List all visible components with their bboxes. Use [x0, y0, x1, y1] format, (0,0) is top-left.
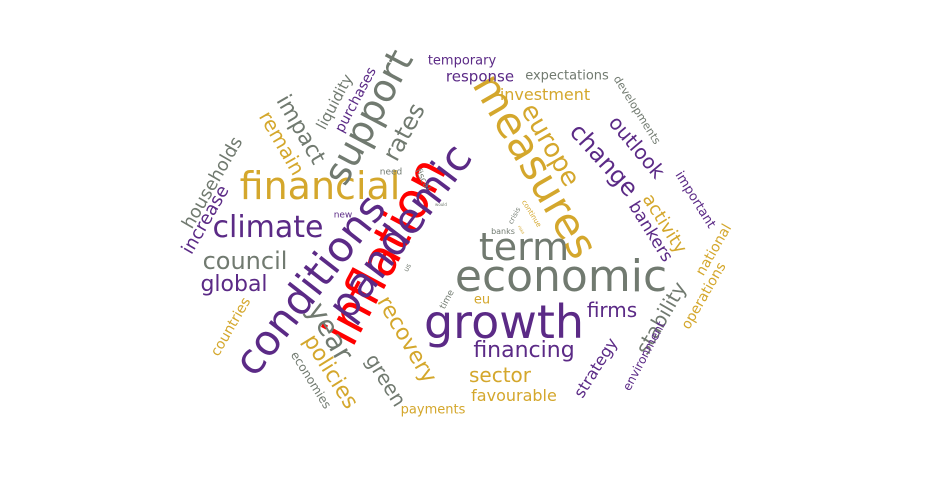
- word-climate: climate: [212, 210, 324, 245]
- word-expectations: expectations: [525, 68, 609, 84]
- word-financial: financial: [239, 164, 401, 208]
- word-sector: sector: [468, 363, 532, 387]
- word-investment: investment: [499, 85, 591, 104]
- word-would: would: [435, 202, 447, 207]
- word-growth: growth: [423, 295, 585, 349]
- word-economic: economic: [454, 251, 668, 302]
- word-payments: payments: [400, 402, 466, 418]
- word-banks: banks: [491, 227, 515, 236]
- word-firms: firms: [586, 298, 638, 322]
- word-temporary: temporary: [427, 53, 497, 69]
- word-term: term: [478, 225, 570, 269]
- word-crisis: crisis: [506, 205, 523, 226]
- word-need: need: [379, 167, 403, 178]
- word-financing: financing: [473, 338, 575, 363]
- word-council: council: [202, 247, 288, 275]
- word-global: global: [200, 272, 268, 297]
- word-favourable: favourable: [471, 386, 557, 405]
- word-response: response: [445, 67, 515, 86]
- word-new: new: [333, 210, 353, 221]
- word-important: important: [671, 168, 719, 232]
- word-eu: eu: [473, 292, 491, 308]
